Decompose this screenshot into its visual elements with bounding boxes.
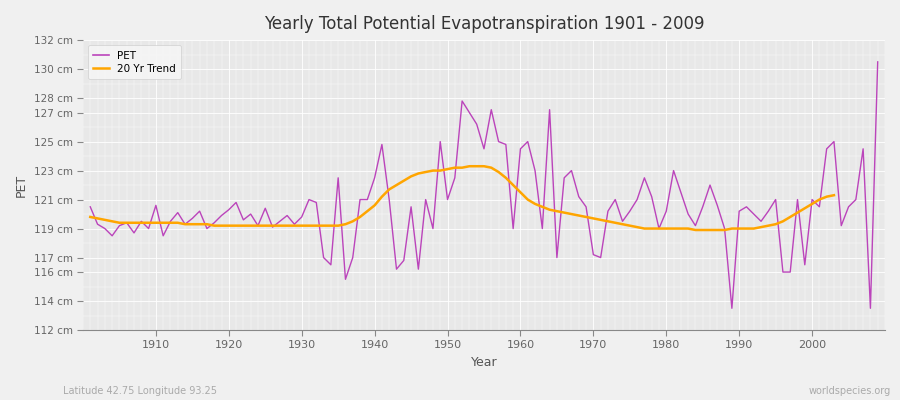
Legend: PET, 20 Yr Trend: PET, 20 Yr Trend: [88, 45, 181, 79]
X-axis label: Year: Year: [471, 356, 498, 369]
Title: Yearly Total Potential Evapotranspiration 1901 - 2009: Yearly Total Potential Evapotranspiratio…: [264, 15, 704, 33]
Text: Latitude 42.75 Longitude 93.25: Latitude 42.75 Longitude 93.25: [63, 386, 217, 396]
Text: worldspecies.org: worldspecies.org: [809, 386, 891, 396]
Y-axis label: PET: PET: [15, 174, 28, 197]
